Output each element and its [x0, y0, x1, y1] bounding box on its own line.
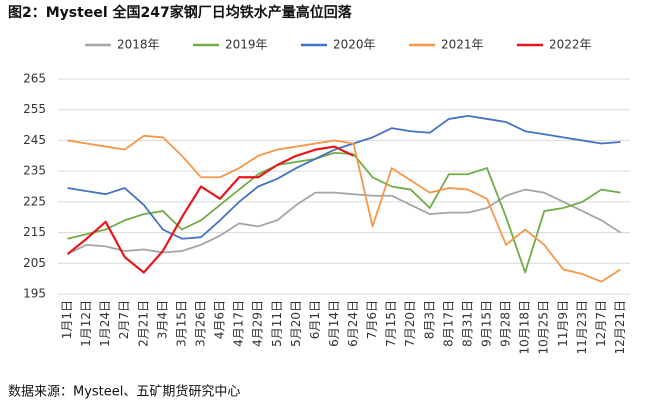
x-tick-label: 3月26日: [194, 300, 208, 347]
x-tick-label: 5月11日: [270, 300, 284, 347]
y-tick-label: 225: [23, 194, 46, 208]
x-tick-label: 2月21日: [136, 300, 150, 347]
x-tick-label: 7月6日: [365, 300, 379, 339]
legend-label: 2018年: [117, 38, 160, 52]
series-line: [67, 188, 621, 255]
x-tick-label: 7月20日: [403, 300, 417, 347]
x-tick-label: 9月15日: [480, 300, 494, 347]
legend-label: 2020年: [333, 38, 376, 52]
legend-label: 2021年: [441, 38, 484, 52]
chart-title: 图2：Mysteel 全国247家钢厂日均铁水产量高位回落: [8, 4, 353, 21]
y-tick-label: 255: [23, 102, 46, 116]
x-tick-label: 3月15日: [174, 300, 188, 347]
source: 数据来源：Mysteel、五矿期货研究中心: [8, 384, 240, 400]
x-tick-label: 11月23日: [575, 300, 589, 355]
legend-label: 2019年: [225, 38, 268, 52]
y-tick-label: 245: [23, 133, 46, 147]
x-tick-label: 8月17日: [441, 300, 455, 347]
x-tick-label: 10月18日: [518, 300, 532, 355]
x-tick-label: 12月7日: [594, 300, 608, 347]
x-tick-label: 12月21日: [613, 300, 627, 355]
x-tick-label: 6月14日: [327, 300, 341, 347]
x-tick-label: 1月1日: [60, 300, 74, 339]
x-tick-label: 1月12日: [79, 300, 93, 347]
x-tick-label: 4月6日: [213, 300, 227, 339]
x-tick-label: 4月17日: [232, 300, 246, 347]
x-tick-label: 6月24日: [346, 300, 360, 347]
x-tick-label: 2月7日: [117, 300, 131, 339]
series-line: [67, 151, 621, 274]
x-tick-label: 4月29日: [251, 300, 265, 347]
x-tick-label: 7月15日: [384, 300, 398, 347]
y-tick-label: 235: [23, 164, 46, 178]
y-tick-label: 195: [23, 287, 46, 301]
legend-label: 2022年: [549, 38, 592, 52]
x-tick-label: 6月1日: [308, 300, 322, 339]
series-line: [67, 134, 621, 283]
x-tick-label: 3月4日: [155, 300, 169, 339]
series-line: [67, 114, 621, 240]
x-tick-label: 9月28日: [499, 300, 513, 347]
x-tick-label: 8月3日: [422, 300, 436, 339]
x-tick-label: 5月20日: [289, 300, 303, 347]
x-tick-label: 8月31日: [460, 300, 474, 347]
x-tick-label: 1月24日: [98, 300, 112, 347]
y-tick-label: 215: [23, 225, 46, 239]
x-tick-label: 10月25日: [537, 300, 551, 355]
series-line: [66, 145, 355, 274]
x-tick-label: 11月9日: [556, 300, 570, 347]
y-tick-label: 265: [23, 72, 46, 86]
y-tick-label: 205: [23, 256, 46, 270]
